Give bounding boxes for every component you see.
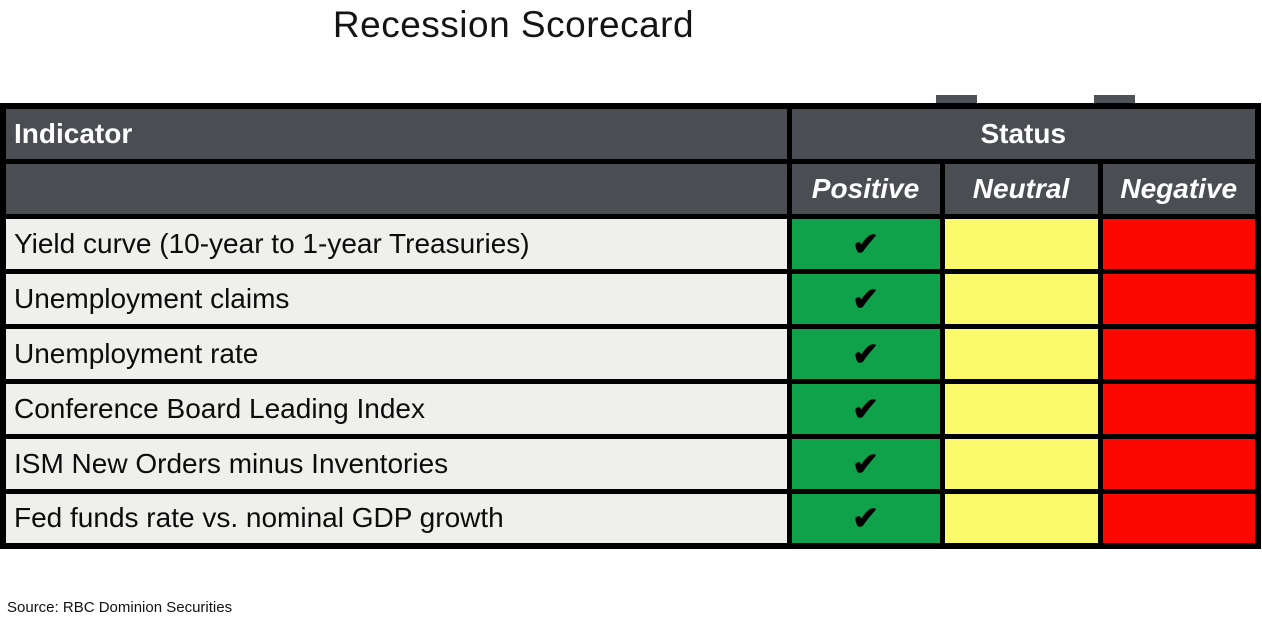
check-icon: ✔ — [852, 445, 879, 482]
header-row-top: Indicator Status — [0, 103, 1261, 164]
indicator-cell: Yield curve (10-year to 1-year Treasurie… — [0, 213, 792, 274]
indicator-cell: Unemployment rate — [0, 323, 792, 384]
negative-column-header: Negative — [1097, 158, 1261, 219]
positive-status-cell: ✔ — [786, 378, 945, 439]
check-icon: ✔ — [852, 390, 879, 427]
neutral-status-cell — [939, 433, 1103, 494]
table-row: ISM New Orders minus Inventories ✔ — [0, 433, 1261, 494]
table-row: Unemployment claims ✔ — [0, 268, 1261, 329]
neutral-status-cell — [939, 323, 1103, 384]
neutral-status-cell — [939, 213, 1103, 274]
check-icon: ✔ — [852, 335, 879, 372]
indicator-cell: Conference Board Leading Index — [0, 378, 792, 439]
positive-status-cell: ✔ — [786, 213, 945, 274]
recession-scorecard-table: Indicator Status Positive Neutral Negati… — [0, 103, 1261, 549]
table-row: Fed funds rate vs. nominal GDP growth ✔ — [0, 488, 1261, 549]
negative-status-cell — [1097, 488, 1261, 549]
negative-status-cell — [1097, 268, 1261, 329]
neutral-status-cell — [939, 378, 1103, 439]
negative-status-cell — [1097, 378, 1261, 439]
positive-status-cell: ✔ — [786, 488, 945, 549]
check-icon: ✔ — [852, 280, 879, 317]
table-row: Unemployment rate ✔ — [0, 323, 1261, 384]
indicator-header-spacer — [0, 158, 792, 219]
indicator-cell: Unemployment claims — [0, 268, 792, 329]
neutral-status-cell — [939, 268, 1103, 329]
check-icon: ✔ — [852, 225, 879, 262]
neutral-status-cell — [939, 488, 1103, 549]
positive-status-cell: ✔ — [786, 433, 945, 494]
header-row-sub: Positive Neutral Negative — [0, 158, 1261, 219]
negative-status-cell — [1097, 433, 1261, 494]
positive-status-cell: ✔ — [786, 323, 945, 384]
positive-column-header: Positive — [786, 158, 945, 219]
table-row: Yield curve (10-year to 1-year Treasurie… — [0, 213, 1261, 274]
indicator-column-header: Indicator — [0, 103, 792, 164]
page-title: Recession Scorecard — [332, 4, 695, 45]
positive-status-cell: ✔ — [786, 268, 945, 329]
indicator-cell: ISM New Orders minus Inventories — [0, 433, 792, 494]
negative-status-cell — [1097, 323, 1261, 384]
check-icon: ✔ — [852, 500, 879, 537]
negative-status-cell — [1097, 213, 1261, 274]
neutral-column-header: Neutral — [939, 158, 1103, 219]
status-column-header: Status — [786, 103, 1261, 164]
indicator-cell: Fed funds rate vs. nominal GDP growth — [0, 488, 792, 549]
source-attribution: Source: RBC Dominion Securities — [7, 599, 233, 616]
table-row: Conference Board Leading Index ✔ — [0, 378, 1261, 439]
